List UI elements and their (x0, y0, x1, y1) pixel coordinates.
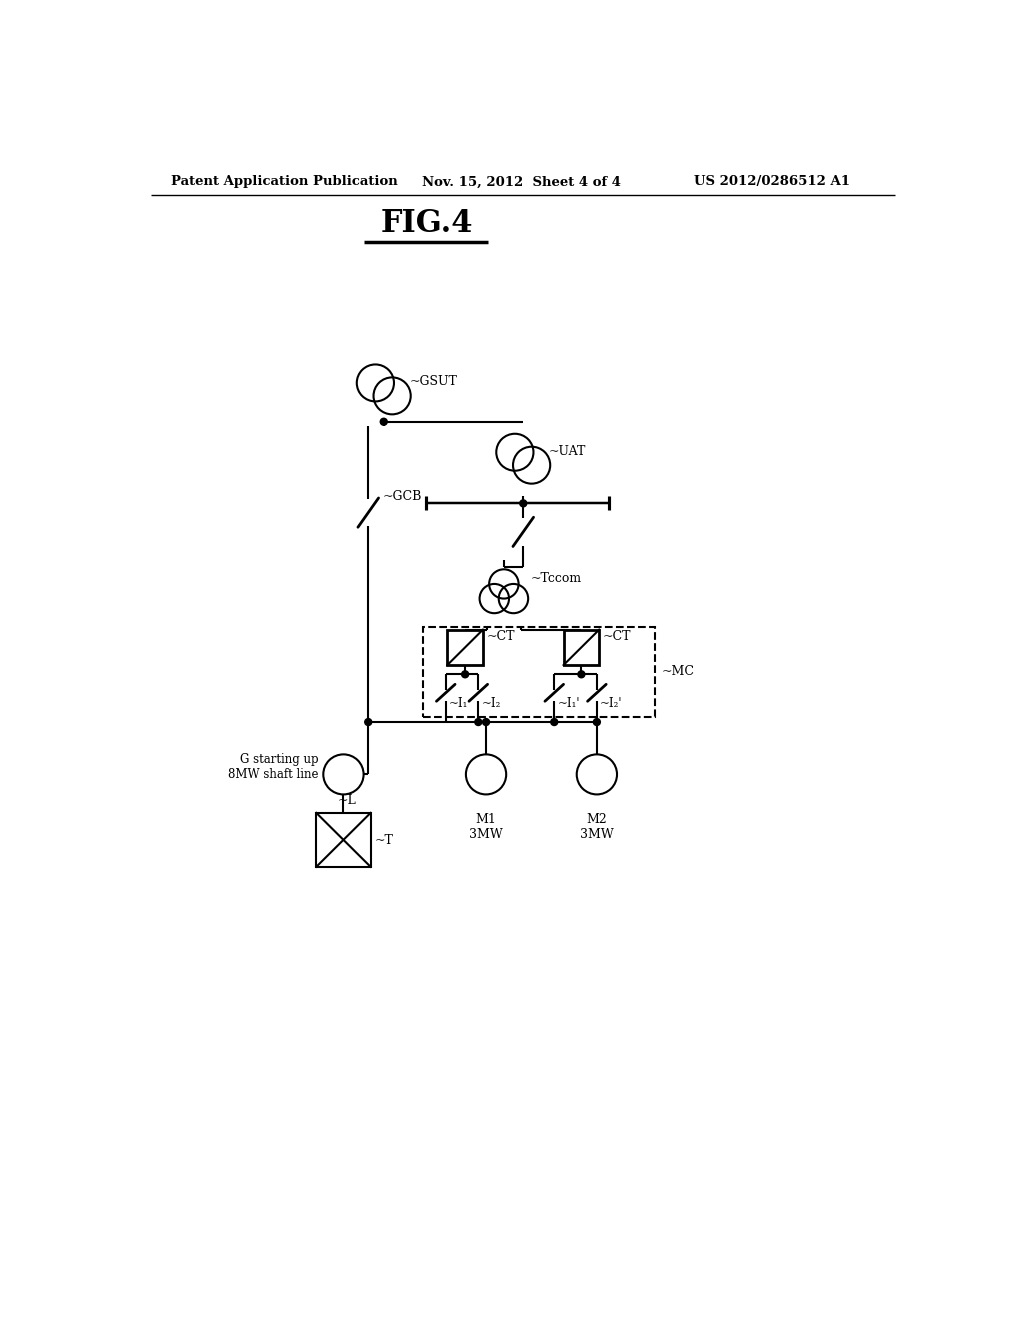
Text: ~T: ~T (375, 834, 393, 846)
Text: Patent Application Publication: Patent Application Publication (171, 176, 397, 189)
Text: ~L: ~L (337, 793, 356, 807)
Circle shape (365, 718, 372, 726)
Bar (563, 630, 599, 665)
Text: ~I₂: ~I₂ (481, 697, 501, 710)
Text: M2
3MW: M2 3MW (580, 813, 613, 841)
Text: US 2012/0286512 A1: US 2012/0286512 A1 (693, 176, 850, 189)
Text: ~I₁: ~I₁ (449, 697, 468, 710)
Bar (423, 627, 655, 717)
Circle shape (593, 718, 600, 726)
Text: Nov. 15, 2012  Sheet 4 of 4: Nov. 15, 2012 Sheet 4 of 4 (423, 176, 622, 189)
Text: G starting up
8MW shaft line: G starting up 8MW shaft line (228, 752, 318, 780)
Circle shape (324, 755, 364, 795)
Text: M1
3MW: M1 3MW (469, 813, 503, 841)
Bar (316, 813, 371, 867)
Text: ~UAT: ~UAT (549, 445, 586, 458)
Text: FIG.4: FIG.4 (380, 209, 473, 239)
Circle shape (466, 755, 506, 795)
Text: ~CT: ~CT (603, 630, 632, 643)
Bar (447, 630, 483, 665)
Circle shape (482, 718, 489, 726)
Text: ~Tccom: ~Tccom (531, 572, 582, 585)
Text: ~I₂': ~I₂' (600, 697, 623, 710)
Circle shape (551, 718, 558, 726)
Text: ~MC: ~MC (662, 665, 694, 678)
Circle shape (462, 671, 469, 677)
Text: ~GSUT: ~GSUT (410, 375, 457, 388)
Circle shape (577, 755, 617, 795)
Circle shape (578, 671, 585, 677)
Text: ~I₁': ~I₁' (557, 697, 580, 710)
Text: ~CT: ~CT (486, 630, 515, 643)
Circle shape (475, 718, 481, 726)
Text: ~GCB: ~GCB (382, 490, 422, 503)
Circle shape (380, 418, 387, 425)
Circle shape (520, 500, 526, 507)
